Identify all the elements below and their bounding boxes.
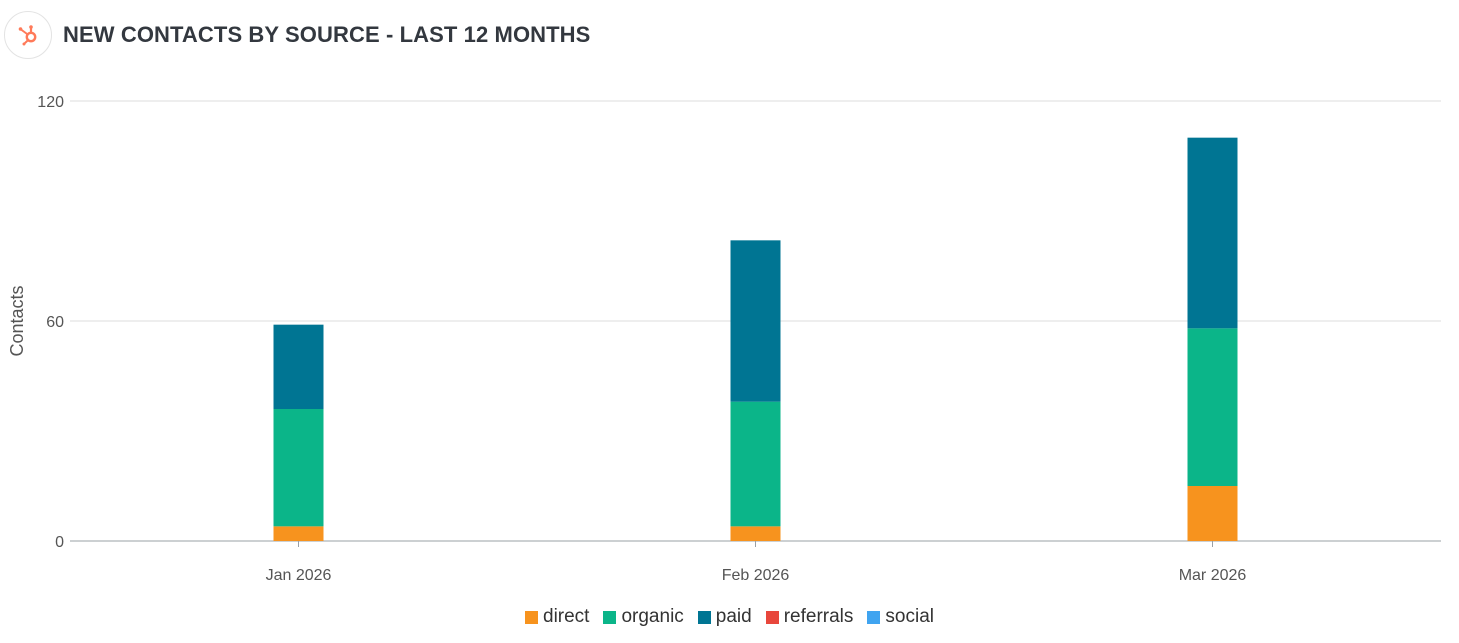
bar-direct-2[interactable] — [1187, 486, 1238, 541]
legend-swatch — [525, 610, 538, 624]
bar-direct-0[interactable] — [273, 526, 324, 541]
chart-legend: direct organic paid referrals social — [0, 606, 1459, 628]
bar-paid-0[interactable] — [273, 324, 324, 409]
bar-organic-2[interactable] — [1187, 328, 1238, 486]
legend-swatch — [697, 610, 711, 624]
legend-label: social — [885, 606, 934, 627]
bar-direct-1[interactable] — [730, 526, 781, 541]
legend-swatch — [867, 610, 881, 624]
legend-label: organic — [621, 606, 684, 627]
legend-label: direct — [543, 606, 590, 627]
hubspot-logo — [4, 11, 52, 59]
bar-organic-0[interactable] — [273, 409, 324, 527]
y-tick-label: 0 — [55, 534, 64, 551]
legend-item-direct[interactable]: direct — [525, 606, 589, 628]
legend-item-paid[interactable]: paid — [697, 606, 752, 628]
hubspot-sprocket-icon — [18, 25, 37, 46]
report-header: NEW CONTACTS BY SOURCE - LAST 12 MONTHS — [0, 0, 1459, 70]
y-tick-label: 60 — [46, 314, 64, 331]
legend-label: paid — [715, 606, 752, 627]
x-tick-label: Feb 2026 — [722, 567, 790, 584]
legend-item-organic[interactable]: organic — [603, 606, 684, 628]
bar-paid-2[interactable] — [1187, 137, 1238, 329]
x-tick-label: Jan 2026 — [266, 567, 332, 584]
stacked-bar-chart: 0 60 120 Contacts Jan 2026 Feb 2026 Mar 2026 — [7, 94, 1441, 584]
legend-item-social[interactable]: social — [867, 606, 934, 628]
legend-swatch — [765, 610, 779, 624]
legend-swatch — [603, 610, 617, 624]
bar-organic-1[interactable] — [730, 401, 781, 527]
page-title: NEW CONTACTS BY SOURCE - LAST 12 MONTHS — [63, 22, 591, 47]
bar-paid-1[interactable] — [730, 240, 781, 402]
x-tick-label: Mar 2026 — [1179, 567, 1247, 584]
y-tick-label: 120 — [37, 94, 64, 111]
y-axis-label: Contacts — [7, 285, 27, 356]
legend-item-referrals[interactable]: referrals — [765, 606, 854, 628]
legend-label: referrals — [783, 606, 854, 627]
